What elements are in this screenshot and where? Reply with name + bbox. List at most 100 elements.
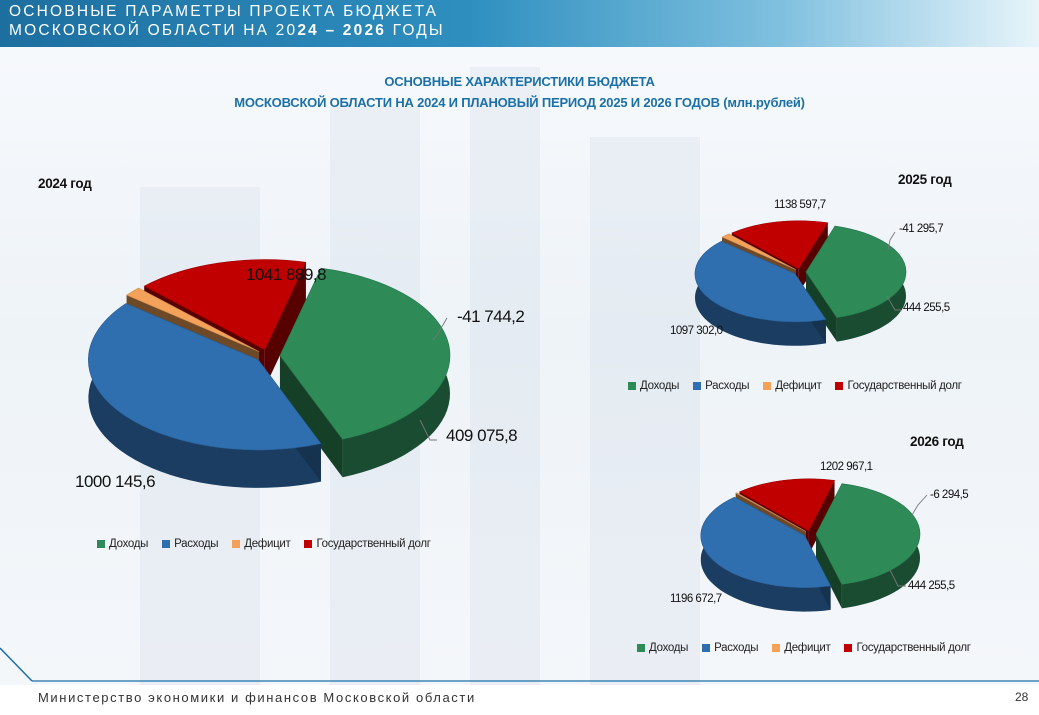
chart-2024-label-deficit: -41 744,2: [457, 307, 525, 326]
chart-2024-title: 2024 год: [38, 176, 92, 191]
chart-2025-label-debt: 444 255,5: [903, 302, 950, 314]
pie-slice-face-debt: [798, 222, 828, 293]
chart-2024-label-expenses: 1041 889,8: [246, 265, 327, 284]
header-line-2-suffix: ГОДЫ: [386, 22, 445, 39]
legend-label: Дефицит: [244, 538, 291, 550]
chart-2025-title: 2025 год: [898, 172, 952, 187]
legend-label: Доходы: [640, 380, 680, 392]
header-line-1: ОСНОВНЫЕ ПАРАМЕТРЫ ПРОЕКТА БЮДЖЕТА: [9, 3, 439, 20]
legend-swatch-debt: [835, 382, 844, 390]
leader-line: [419, 419, 437, 441]
header-line-2: МОСКОВСКОЙ ОБЛАСТИ НА 2024 – 2026 ГОДЫ: [9, 22, 445, 40]
chart-2025-label-income: 1097 302,0: [670, 325, 723, 337]
legend-swatch-expenses: [162, 540, 171, 548]
chart-2026-label-debt: 444 255,5: [908, 580, 955, 592]
legend-label: Расходы: [174, 538, 219, 550]
legend-item-deficit: Дефицит: [232, 538, 291, 550]
legend-label: Государственный долг: [847, 380, 962, 392]
pie-slice-expenses: [694, 240, 827, 346]
legend-item-expenses: Расходы: [702, 642, 759, 654]
legend-item-debt: Государственный долг: [844, 642, 971, 654]
pie-slice-top-debt: [738, 478, 836, 532]
chart-2025-legend: Доходы Расходы Дефицит Государственный д…: [628, 380, 962, 392]
footer-accent-line: [0, 647, 33, 682]
chart-2024-legend: Доходы Расходы Дефицит Государственный д…: [97, 538, 431, 550]
pie-slice-top-income: [815, 483, 921, 585]
pie-slice-top-deficit: [126, 287, 260, 352]
pie-slice-top-expenses: [694, 240, 827, 323]
leader-line: [889, 569, 906, 587]
pie-slice-expenses: [700, 496, 832, 612]
legend-item-deficit: Дефицит: [763, 380, 822, 392]
pie-slice-top-debt: [731, 220, 829, 270]
legend-label: Дефицит: [775, 380, 822, 392]
legend-item-income: Доходы: [628, 380, 679, 392]
pie-slice-top-expenses: [700, 496, 832, 588]
chart-2026-legend: Доходы Расходы Дефицит Государственный д…: [637, 642, 971, 654]
pie-slice-side-expenses: [695, 241, 826, 346]
legend-swatch-debt: [304, 540, 313, 548]
legend-item-income: Доходы: [97, 538, 148, 550]
legend-label: Дефицит: [784, 642, 831, 654]
legend-item-debt: Государственный долг: [304, 538, 431, 550]
chart-2025-label-deficit: -41 295,7: [899, 223, 944, 235]
legend-swatch-deficit: [772, 644, 781, 652]
header-line-2-prefix: МОСКОВСКОЙ ОБЛАСТИ НА 20: [9, 22, 298, 39]
legend-swatch-income: [97, 540, 105, 548]
background-building: [590, 137, 700, 685]
legend-label: Расходы: [705, 380, 750, 392]
chart-2026-title: 2026 год: [910, 434, 964, 449]
pie-slice-income: [815, 483, 921, 609]
legend-item-expenses: Расходы: [162, 538, 219, 550]
pie-slice-side-expenses: [88, 303, 321, 488]
pie-slice-top-debt: [143, 259, 307, 351]
legend-swatch-expenses: [702, 644, 711, 652]
footer-ministry: Министерство экономики и финансов Москов…: [38, 690, 476, 705]
legend-label: Расходы: [714, 642, 759, 654]
chart-2025-label-expenses: 1138 597,7: [774, 199, 826, 211]
chart-title-line-2: МОСКОВСКОЙ ОБЛАСТИ НА 2024 И ПЛАНОВЫЙ ПЕ…: [234, 95, 805, 110]
pie-slice-income: [279, 267, 451, 478]
chart-2024-label-income: 1000 145,6: [75, 472, 156, 491]
pie-slice-face-income: [279, 355, 343, 478]
chart-title-line-1: ОСНОВНЫЕ ХАРАКТЕРИСТИКИ БЮДЖЕТА: [384, 74, 655, 89]
chart-2026-label-deficit: -6 294,5: [930, 489, 969, 501]
legend-label: Доходы: [649, 642, 689, 654]
pie-slice-face-income: [816, 534, 842, 609]
pie-slice-top-deficit: [721, 233, 796, 270]
background-building: [470, 67, 540, 685]
slide-header: ОСНОВНЫЕ ПАРАМЕТРЫ ПРОЕКТА БЮДЖЕТА МОСКО…: [0, 0, 1039, 47]
legend-item-deficit: Дефицит: [772, 642, 831, 654]
legend-item-debt: Государственный долг: [835, 380, 962, 392]
pie-slice-top-income: [805, 225, 907, 318]
header-line-2-years: 24 – 2026: [297, 22, 387, 39]
legend-item-expenses: Расходы: [693, 380, 750, 392]
chart-2026-label-income: 1196 672,7: [670, 593, 722, 605]
legend-swatch-expenses: [693, 382, 702, 390]
chart-2024-label-debt: 409 075,8: [446, 426, 518, 445]
legend-swatch-income: [637, 644, 645, 652]
pie-slice-side-expenses: [700, 497, 831, 612]
legend-swatch-income: [628, 382, 636, 390]
chart-2026-label-expenses: 1202 967,1: [820, 461, 873, 473]
leader-line: [887, 231, 896, 251]
legend-swatch-debt: [844, 644, 853, 652]
pie-slice-top-deficit: [735, 492, 807, 532]
pie-slice-income: [805, 225, 907, 342]
legend-label: Государственный долг: [856, 642, 971, 654]
pie-slice-face-debt: [264, 262, 306, 388]
pie-slice-top-expenses: [88, 303, 322, 451]
legend-swatch-deficit: [763, 382, 772, 390]
legend-label: Государственный долг: [316, 538, 431, 550]
legend-item-income: Доходы: [637, 642, 688, 654]
leader-line: [886, 295, 902, 311]
leader-line: [432, 317, 448, 341]
leader-line: [911, 494, 928, 516]
pie-slice-face-debt: [808, 480, 835, 555]
legend-swatch-deficit: [232, 540, 241, 548]
pie-slice-top-income: [279, 267, 451, 440]
pie-slice-expenses: [88, 303, 322, 488]
legend-label: Доходы: [109, 538, 149, 550]
